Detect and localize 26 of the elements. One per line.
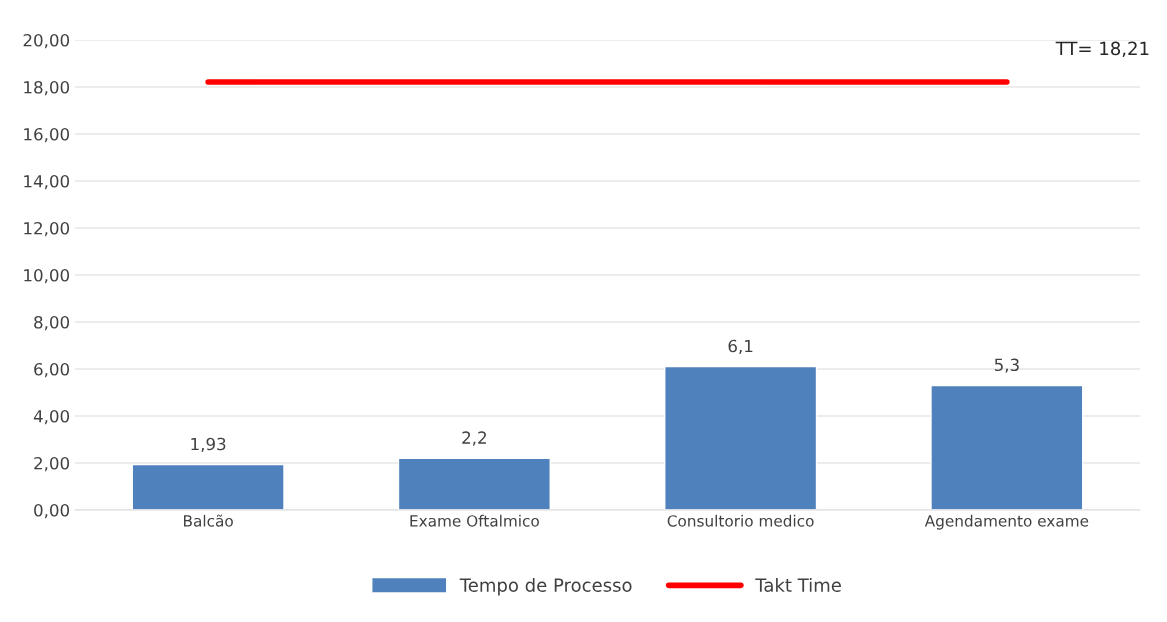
bar bbox=[664, 365, 818, 510]
y-tick-label: 18,00 bbox=[24, 80, 70, 96]
data-label: 1,93 bbox=[191, 437, 226, 453]
y-tick-label: 4,00 bbox=[33, 409, 70, 425]
bar bbox=[930, 384, 1084, 510]
y-tick-label: 14,00 bbox=[24, 174, 70, 190]
data-label: 2,2 bbox=[462, 431, 486, 446]
y-tick-label: 2,00 bbox=[34, 456, 70, 472]
legend-label: Tempo de Processo bbox=[459, 577, 632, 596]
x-tick-label: Balcão bbox=[184, 514, 233, 527]
data-label: 6,1 bbox=[728, 339, 753, 355]
x-tick-label: Agendamento exame bbox=[924, 514, 1089, 530]
y-tick-label: 6,00 bbox=[34, 362, 70, 378]
x-tick-label: Exame Oftalmico bbox=[410, 514, 539, 527]
y-tick-label: 0,00 bbox=[34, 503, 70, 519]
legend-label: Takt Time bbox=[755, 577, 841, 592]
annotation: TT= 18,21 bbox=[1055, 41, 1149, 58]
x-tick-label: Consultorio medico bbox=[667, 514, 814, 527]
y-tick-label: 12,00 bbox=[24, 221, 70, 237]
y-tick-label: 20,00 bbox=[23, 33, 70, 49]
data-label: 5,3 bbox=[994, 358, 1019, 373]
bar bbox=[397, 457, 551, 510]
y-tick-label: 8,00 bbox=[34, 315, 70, 331]
y-tick-label: 16,00 bbox=[24, 127, 70, 143]
y-tick-label: 10,00 bbox=[24, 268, 70, 284]
bar bbox=[131, 463, 285, 510]
